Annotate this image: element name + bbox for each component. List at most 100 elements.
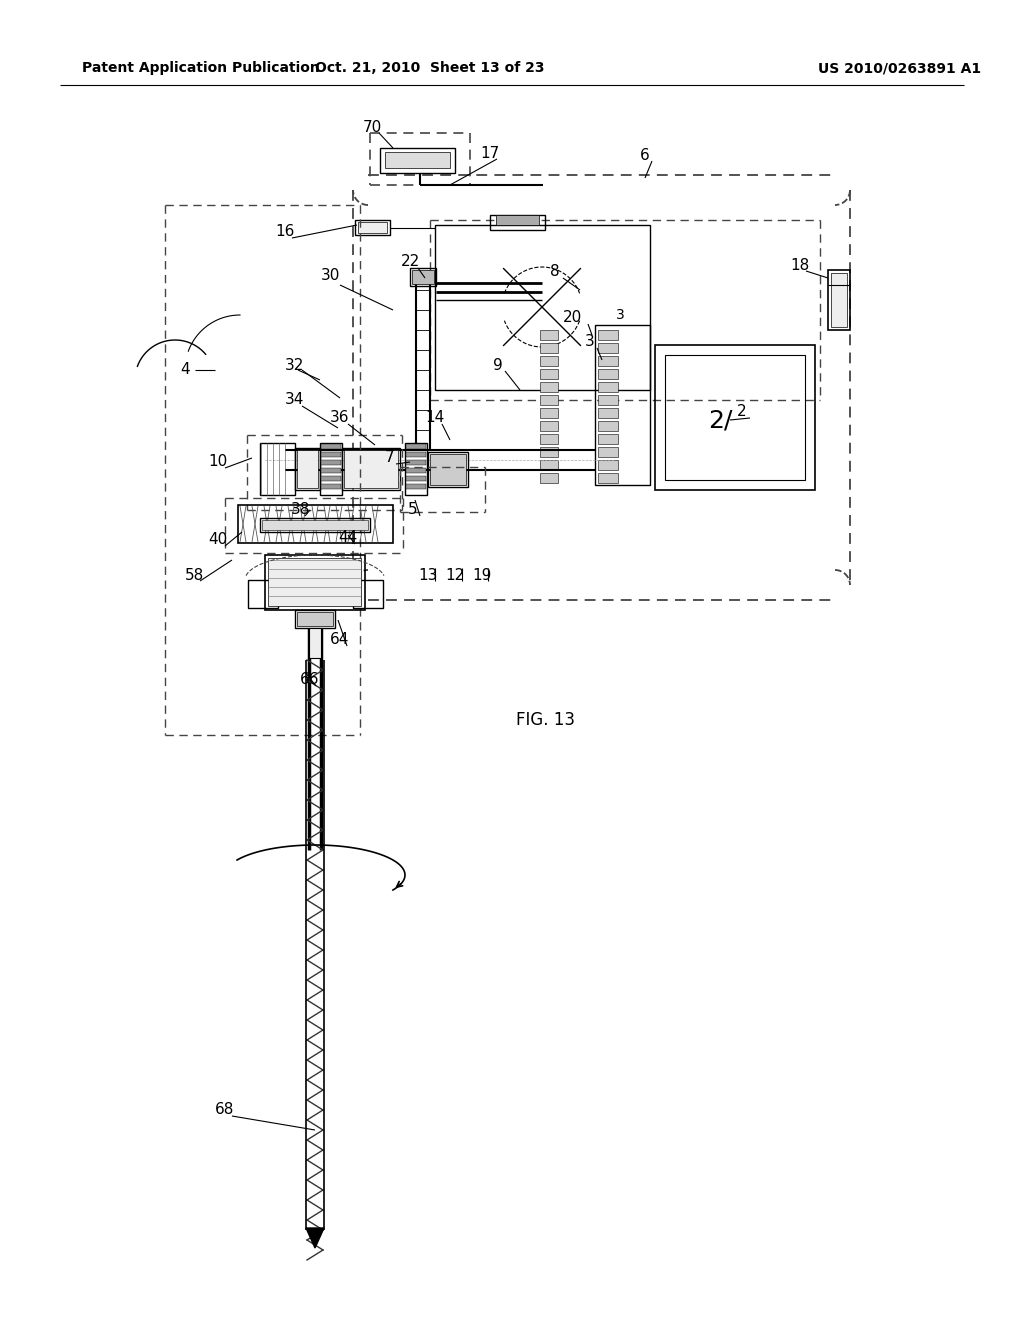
Bar — [268, 558, 361, 606]
Text: 3: 3 — [585, 334, 595, 350]
Bar — [598, 459, 618, 470]
Text: 19: 19 — [472, 568, 492, 582]
Bar — [321, 484, 341, 488]
Bar — [260, 517, 370, 532]
Bar — [319, 444, 342, 495]
Text: 30: 30 — [321, 268, 340, 282]
Bar — [321, 477, 341, 480]
Bar — [540, 459, 558, 470]
Bar — [238, 506, 393, 543]
Bar — [598, 473, 618, 483]
Bar — [435, 224, 650, 389]
Bar — [665, 355, 805, 480]
Text: 36: 36 — [331, 411, 350, 425]
Text: 58: 58 — [185, 568, 205, 582]
Text: Patent Application Publication: Patent Application Publication — [82, 61, 319, 75]
Bar — [540, 473, 558, 483]
Bar — [598, 421, 618, 432]
Bar — [540, 395, 558, 405]
Bar — [321, 459, 341, 465]
Text: 6: 6 — [640, 148, 650, 162]
Text: 10: 10 — [208, 454, 227, 470]
Polygon shape — [306, 1228, 324, 1247]
Bar — [295, 447, 319, 490]
Bar — [262, 520, 368, 531]
Bar — [406, 484, 426, 488]
Bar — [410, 268, 436, 286]
Text: 22: 22 — [400, 255, 420, 269]
Text: 3: 3 — [615, 308, 625, 322]
Bar — [355, 220, 390, 235]
Bar — [598, 434, 618, 444]
Text: 5: 5 — [409, 503, 418, 517]
Bar — [321, 469, 341, 473]
Text: 32: 32 — [286, 358, 305, 372]
Text: 34: 34 — [286, 392, 305, 408]
Bar — [406, 444, 427, 495]
Bar — [321, 451, 341, 457]
Text: 13: 13 — [419, 568, 437, 582]
Bar — [260, 444, 295, 495]
Bar — [540, 370, 558, 379]
Bar — [598, 356, 618, 366]
Bar — [490, 215, 545, 230]
Bar — [540, 356, 558, 366]
Text: 8: 8 — [550, 264, 560, 280]
Bar — [595, 325, 650, 484]
Bar — [248, 579, 278, 609]
Text: 12: 12 — [445, 568, 465, 582]
Text: 2: 2 — [737, 404, 746, 420]
Bar — [297, 612, 333, 626]
Bar — [430, 454, 466, 484]
Bar — [598, 343, 618, 352]
Bar — [598, 381, 618, 392]
Bar — [540, 434, 558, 444]
Text: 14: 14 — [425, 411, 444, 425]
Bar — [353, 579, 383, 609]
Bar — [406, 459, 426, 465]
Bar — [358, 222, 387, 234]
Text: Oct. 21, 2010  Sheet 13 of 23: Oct. 21, 2010 Sheet 13 of 23 — [315, 61, 545, 75]
Text: FIG. 13: FIG. 13 — [515, 711, 574, 729]
Bar — [295, 610, 335, 628]
Text: 38: 38 — [291, 503, 309, 517]
Bar — [297, 450, 318, 488]
Bar — [598, 408, 618, 418]
Bar — [265, 554, 365, 610]
Text: 4: 4 — [180, 363, 189, 378]
Bar — [655, 345, 815, 490]
Bar — [540, 381, 558, 392]
Text: US 2010/0263891 A1: US 2010/0263891 A1 — [818, 61, 982, 75]
Bar — [406, 477, 426, 480]
Bar — [540, 330, 558, 341]
Text: 70: 70 — [362, 120, 382, 135]
Bar — [598, 395, 618, 405]
Text: 40: 40 — [208, 532, 227, 548]
Bar — [828, 271, 850, 330]
Text: 44: 44 — [338, 531, 357, 545]
Bar — [598, 330, 618, 341]
Bar — [385, 152, 450, 168]
Text: 18: 18 — [791, 257, 810, 272]
Bar — [406, 444, 426, 449]
Bar — [831, 273, 847, 327]
Bar — [496, 215, 539, 224]
Bar — [406, 469, 426, 473]
Bar — [540, 408, 558, 418]
Bar — [321, 444, 341, 449]
Text: 16: 16 — [275, 224, 295, 239]
Bar — [406, 451, 426, 457]
Text: 17: 17 — [480, 145, 500, 161]
Text: 2/: 2/ — [708, 408, 732, 432]
Bar — [344, 450, 398, 488]
Bar — [540, 447, 558, 457]
Bar — [598, 447, 618, 457]
Bar — [598, 370, 618, 379]
Text: 66: 66 — [300, 672, 319, 688]
Bar — [428, 451, 468, 487]
Bar — [540, 421, 558, 432]
Text: 9: 9 — [494, 358, 503, 372]
Text: 68: 68 — [215, 1102, 234, 1118]
Bar — [342, 447, 400, 490]
Text: 7: 7 — [385, 450, 395, 466]
